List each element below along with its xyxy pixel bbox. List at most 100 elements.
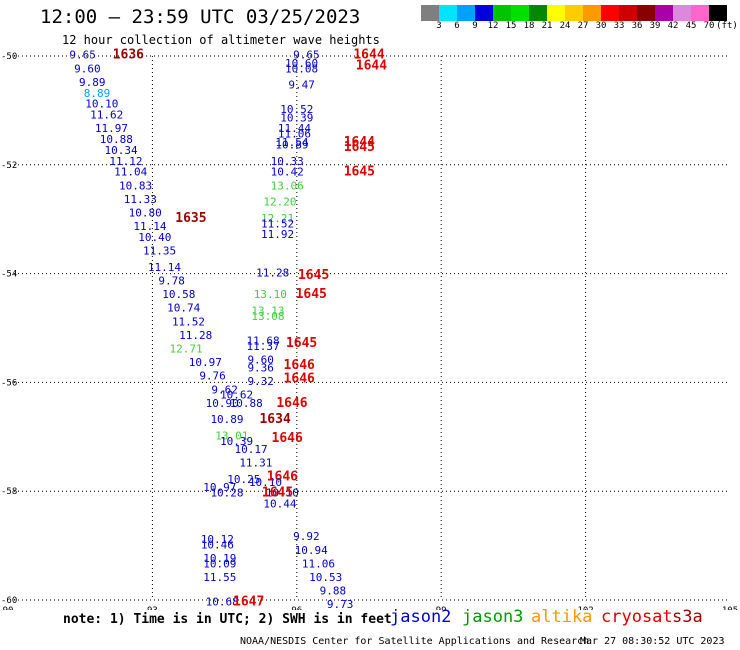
wave-height-label: 9.88: [320, 585, 347, 598]
wave-height-label: 11.44: [278, 122, 311, 135]
colorbar-label: 70: [703, 21, 715, 31]
colorbar-swatch: [709, 5, 727, 21]
wave-height-label: 10.10: [249, 476, 282, 489]
satellite-legend-altika: altika: [531, 607, 593, 627]
wave-height-label: 11.52: [172, 315, 205, 328]
satellite-legend-cryosat: cryosat: [601, 607, 673, 627]
wave-height-label: 9.36: [247, 362, 274, 375]
colorbar-label: 9: [472, 21, 478, 31]
wave-height-label: 10.25: [227, 473, 260, 486]
wave-height-label: 9.62: [211, 383, 238, 396]
colorbar-label: 6: [454, 21, 460, 31]
colorbar-swatch: [529, 5, 547, 21]
y-tick-label: -52: [1, 161, 17, 171]
colorbar-swatch: [547, 5, 565, 21]
wave-height-label: 12.20: [263, 196, 296, 209]
wave-height-label: 10.80: [129, 206, 162, 219]
wave-height-label: 10.08: [285, 62, 318, 75]
wave-height-label: 10.40: [138, 231, 171, 244]
x-tick-label: 102: [577, 606, 593, 610]
wave-height-label: 11.06: [278, 128, 311, 141]
wave-height-label: 11.14: [148, 261, 181, 274]
wave-height-label: 8.89: [84, 87, 111, 100]
wave-height-label: 10.42: [271, 166, 304, 179]
wave-height-label: 9.47: [288, 79, 315, 92]
pass-number-label: 1645: [344, 140, 375, 155]
wave-height-label: 10.62: [220, 389, 253, 402]
pass-number-label: 1645: [344, 165, 375, 180]
pass-number-label: 1646: [284, 371, 315, 386]
colorbar-swatch: [655, 5, 673, 21]
y-tick-label: -54: [1, 270, 17, 280]
wave-height-label: 10.34: [105, 144, 138, 157]
pass-number-label: 1634: [259, 412, 290, 427]
wave-height-label: 9.92: [293, 530, 320, 543]
colorbar-label: 33: [613, 21, 625, 31]
wave-height-label: 10.19: [203, 552, 236, 565]
wave-height-label: 11.33: [124, 193, 157, 206]
wave-height-label: 9.32: [247, 375, 274, 388]
wave-height-label: 10.60: [285, 57, 318, 70]
satellite-legend-jason2: jason2: [390, 607, 452, 627]
wave-height-label: 9.76: [199, 370, 226, 383]
wave-height-label: 10.53: [309, 571, 342, 584]
satellite-legend-jason3: jason3: [462, 607, 524, 627]
wave-height-label: 10.52: [280, 103, 313, 116]
y-tick-label: -50: [1, 52, 17, 62]
colorbar-swatch: [637, 5, 655, 21]
colorbar-label: 30: [595, 21, 607, 31]
wave-height-label: 11.31: [239, 457, 272, 470]
wave-height-label: 10.10: [266, 487, 299, 500]
colorbar-label: 36: [631, 21, 643, 31]
colorbar-swatch: [565, 5, 583, 21]
wave-height-label: 10.17: [235, 443, 268, 456]
wave-height-label: 9.65: [293, 49, 320, 62]
colorbar-swatch: [583, 5, 601, 21]
wave-height-label: 11.28: [179, 329, 212, 342]
wave-height-label: 13.10: [254, 288, 287, 301]
wave-height-label: 10.58: [162, 288, 195, 301]
page-title: 12:00 – 23:59 UTC 03/25/2023: [40, 6, 361, 28]
wave-height-label: 11.68: [247, 334, 280, 347]
wave-height-label: 10.28: [210, 487, 243, 500]
x-tick-label: 90: [3, 606, 14, 610]
colorbar-label: 12: [487, 21, 499, 31]
wave-height-label: 11.14: [133, 220, 166, 233]
wave-height-label: 10.83: [119, 179, 152, 192]
pass-number-label: 1644: [344, 135, 375, 150]
pass-number-label: 1645: [286, 336, 317, 351]
wave-height-label: 10.46: [201, 538, 234, 551]
colorbar: [421, 5, 727, 21]
wave-height-label: 9.60: [74, 62, 101, 75]
footer-timestamp: Mar 27 08:30:52 UTC 2023: [580, 636, 725, 647]
wave-height-label: 10.44: [263, 498, 296, 511]
pass-number-label: 1645: [262, 486, 293, 501]
colorbar-swatch: [601, 5, 619, 21]
wave-height-label: 11.55: [203, 571, 236, 584]
chart-subtitle: 12 hour collection of altimeter wave hei…: [62, 33, 380, 47]
wave-height-label: 10.38: [201, 609, 234, 610]
wave-height-label: 9.73: [327, 598, 354, 610]
colorbar-swatch: [475, 5, 493, 21]
x-tick-label: 93: [147, 606, 158, 610]
wave-height-label: 10.33: [271, 155, 304, 168]
y-tick-label: -58: [1, 487, 17, 497]
wave-height-label: 11.37: [247, 340, 280, 353]
wave-height-label: 10.74: [167, 302, 200, 315]
pass-number-label: 1646: [284, 358, 315, 373]
wave-height-label: 12.71: [170, 342, 203, 355]
wave-height-label: 13.06: [271, 179, 304, 192]
colorbar-label: 39: [649, 21, 661, 31]
wave-height-label: 10.89: [275, 138, 308, 151]
wave-height-label: 13.08: [251, 310, 284, 323]
wave-height-label: 10.09: [203, 557, 236, 570]
colorbar-swatch: [439, 5, 457, 21]
x-tick-label: 105: [722, 606, 738, 610]
colorbar-swatch: [673, 5, 691, 21]
wave-height-label: 10.39: [220, 435, 253, 448]
pass-number-label: 1647: [233, 594, 264, 609]
colorbar-swatch: [457, 5, 475, 21]
wave-height-label: 10.97: [203, 481, 236, 494]
pass-number-label: 1646: [267, 469, 298, 484]
colorbar-swatch: [511, 5, 529, 21]
